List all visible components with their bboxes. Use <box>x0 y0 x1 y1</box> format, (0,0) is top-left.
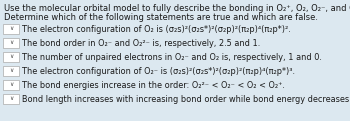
Text: The bond energies increase in the order: O₂²⁻ < O₂⁻ < O₂ < O₂⁺.: The bond energies increase in the order:… <box>22 80 285 90</box>
Bar <box>3 66 19 76</box>
Bar <box>3 24 19 34</box>
Text: Determine which of the following statements are true and which are false.: Determine which of the following stateme… <box>4 13 318 22</box>
Text: Bond length increases with increasing bond order while bond energy decreases.: Bond length increases with increasing bo… <box>22 95 350 103</box>
Bar <box>3 38 19 48</box>
Bar <box>3 52 19 62</box>
Text: Use the molecular orbital model to fully describe the bonding in O₂⁺, O₂, O₂⁻, a: Use the molecular orbital model to fully… <box>4 4 350 13</box>
Bar <box>3 80 19 90</box>
Bar <box>3 94 19 104</box>
Text: The electron configuration of O₂ is (σ₂s)²(σ₂s*)²(σ₂p)²(π₂p)⁴(π₂p*)².: The electron configuration of O₂ is (σ₂s… <box>22 24 291 34</box>
Text: ∨: ∨ <box>9 97 13 102</box>
Text: ∨: ∨ <box>9 41 13 45</box>
Text: The number of unpaired electrons in O₂⁻ and O₂ is, respectively, 1 and 0.: The number of unpaired electrons in O₂⁻ … <box>22 53 322 61</box>
Text: ∨: ∨ <box>9 54 13 60</box>
Text: ∨: ∨ <box>9 26 13 31</box>
Text: ∨: ∨ <box>9 83 13 87</box>
Text: The bond order in O₂⁻ and O₂²⁻ is, respectively, 2.5 and 1.: The bond order in O₂⁻ and O₂²⁻ is, respe… <box>22 38 260 48</box>
Text: The electron configuration of O₂⁻ is (σ₂s)²(σ₂s*)²(σ₂p)²(π₂p)⁴(π₂p*)³.: The electron configuration of O₂⁻ is (σ₂… <box>22 67 295 76</box>
Text: ∨: ∨ <box>9 68 13 73</box>
